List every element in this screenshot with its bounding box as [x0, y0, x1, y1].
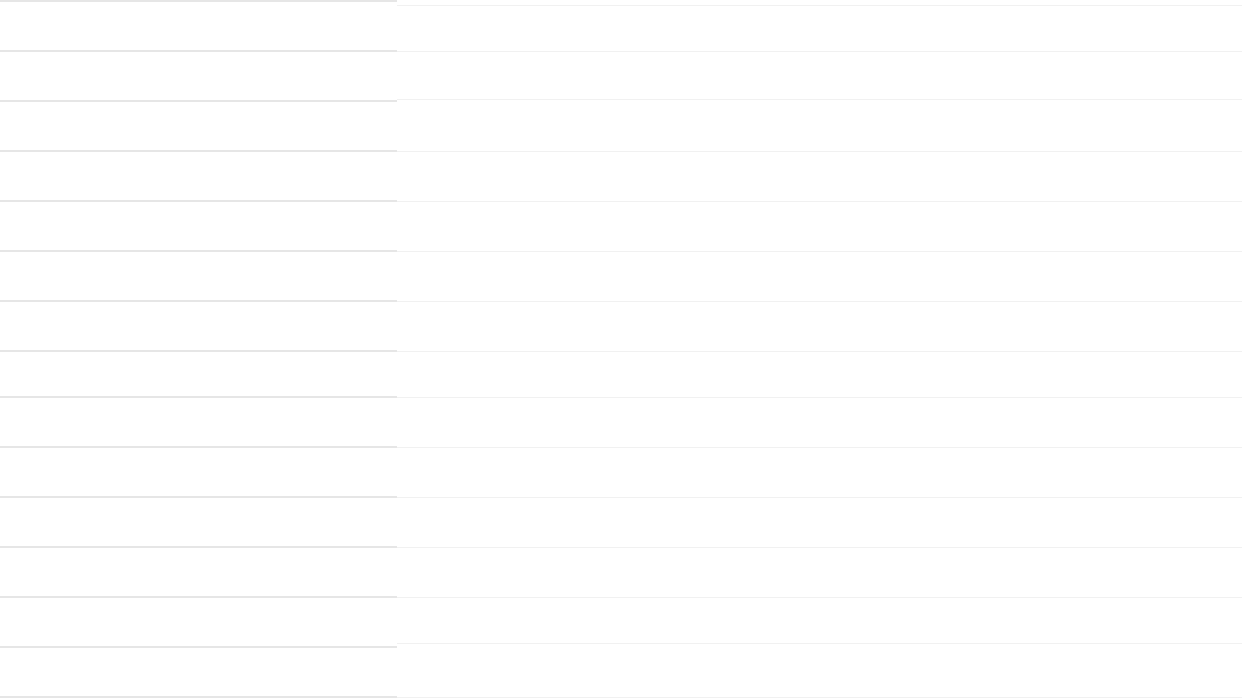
left-column [0, 0, 397, 698]
right-column [397, 5, 1242, 698]
